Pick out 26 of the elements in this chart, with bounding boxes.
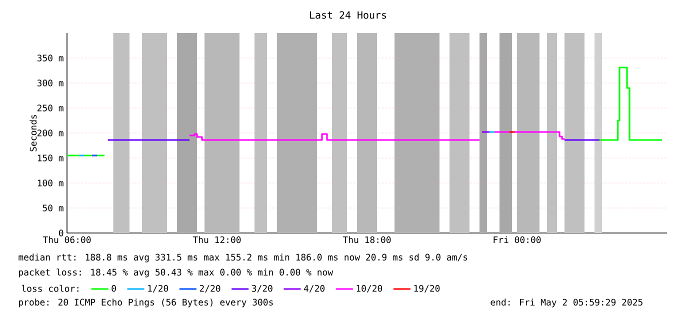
y-tick-label: 0 bbox=[58, 230, 64, 236]
x-tick-label: Thu 06:00 bbox=[42, 236, 91, 244]
chart-title: Last 24 Hours bbox=[310, 11, 386, 19]
text: end: Fri May 2 05:59:29 2025 bbox=[490, 298, 642, 308]
legend-title: loss color: bbox=[22, 284, 78, 292]
y-tick-label: 200 m bbox=[37, 130, 64, 136]
y-tick-label: 350 m bbox=[37, 54, 64, 62]
x-tick-label: Thu 12:00 bbox=[192, 236, 241, 244]
legend-label: 0 bbox=[112, 285, 116, 292]
legend-label: 10/20 bbox=[356, 285, 382, 292]
legend-label: 3/20 bbox=[252, 285, 272, 292]
text: probe: 20 ICMP Echo Pings (56 Bytes) every 300s bbox=[19, 298, 273, 308]
y-tick-label: 50 m bbox=[42, 204, 64, 212]
x-tick-label: Thu 18:00 bbox=[342, 236, 391, 244]
legend-label: 19/20 bbox=[414, 285, 440, 292]
y-tick-label: 250 m bbox=[37, 104, 64, 112]
legend-label: 1/20 bbox=[148, 285, 168, 292]
legend-label: 4/20 bbox=[304, 285, 325, 292]
y-axis-title: Seconds bbox=[30, 114, 37, 152]
text: packet loss: 18.45 % avg 50.43 % max 0.00 % min 0.00 % now bbox=[19, 268, 334, 278]
x-tick-label: Fri 00:00 bbox=[494, 236, 541, 244]
y-tick-label: 300 m bbox=[37, 80, 64, 86]
y-tick-label: 100 m bbox=[38, 180, 64, 186]
y-tick-label: 150 m bbox=[38, 154, 64, 162]
legend-label: 2/20 bbox=[200, 285, 220, 292]
text: median rtt: 188.8 ms avg 331.5 ms max 155.2 ms min 186.0 ms now 20.9 ms sd 9.0 am/s bbox=[18, 254, 468, 262]
